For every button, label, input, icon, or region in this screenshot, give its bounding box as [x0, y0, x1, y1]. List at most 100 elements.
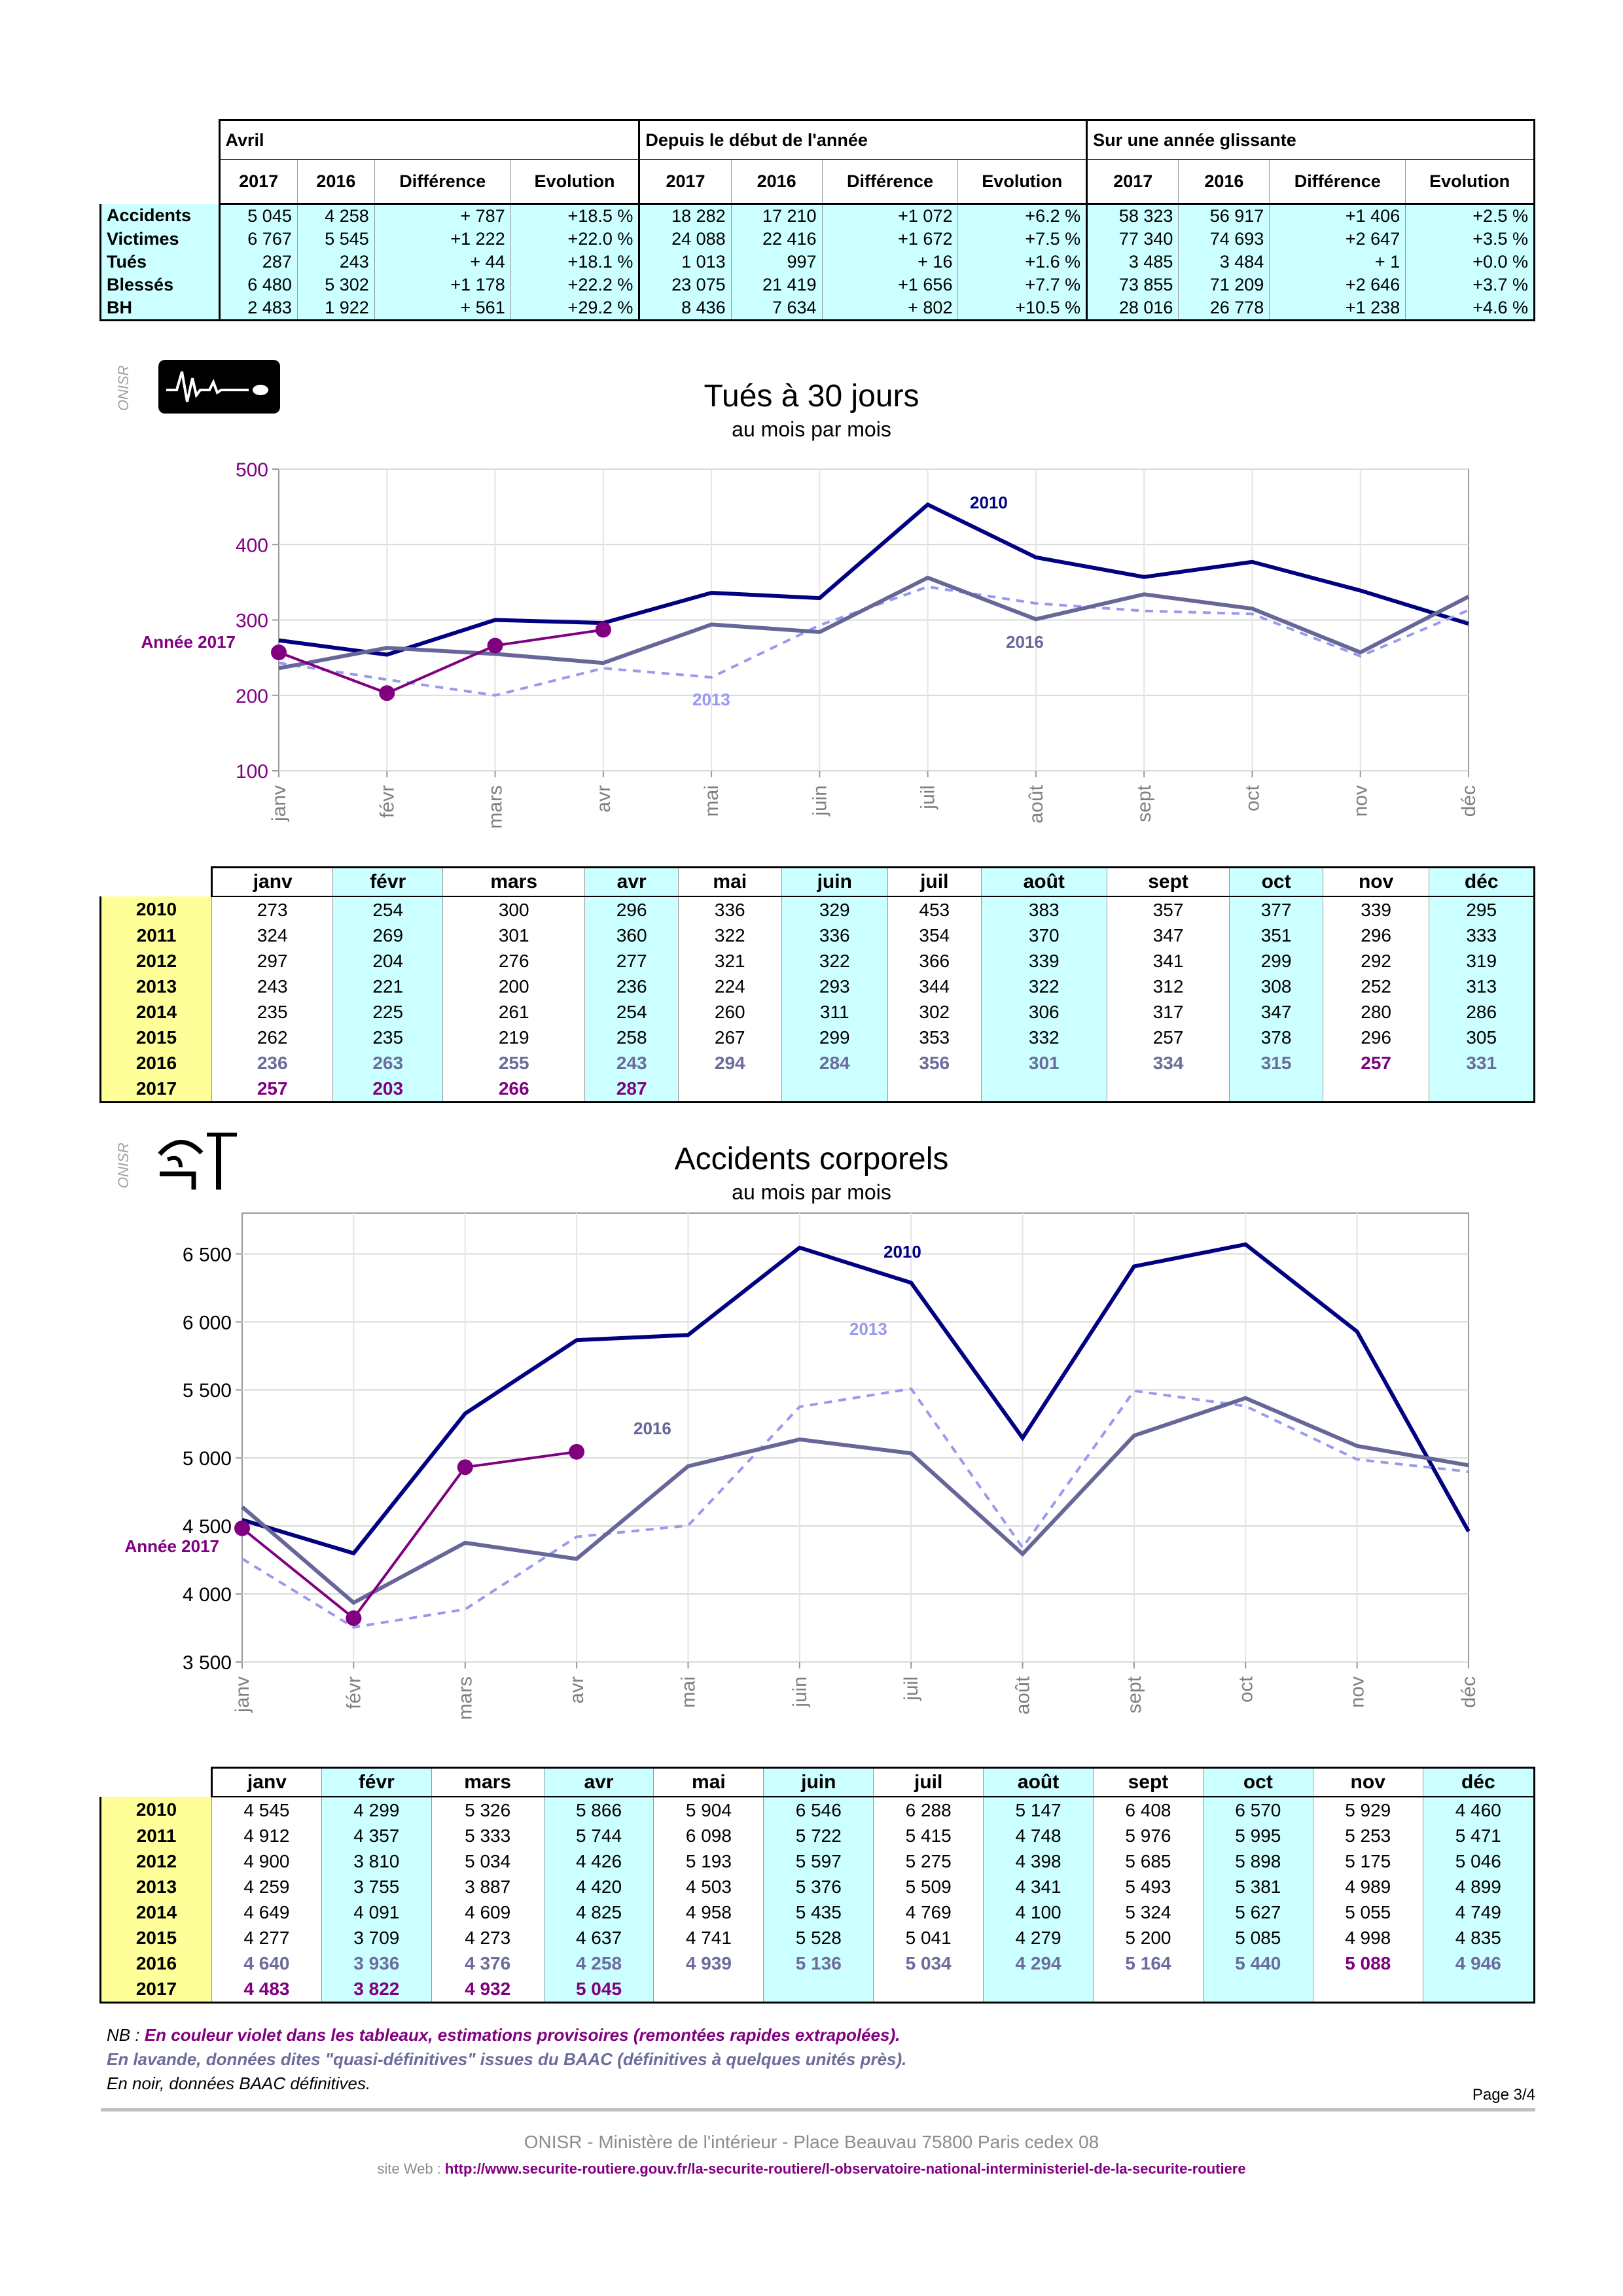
table-cell: 5 041	[873, 1925, 984, 1951]
table-cell: 296	[1322, 1025, 1429, 1050]
table-cell: 5 193	[653, 1848, 764, 1874]
table-cell: 4 912	[211, 1823, 322, 1848]
year-label: 2010	[99, 896, 212, 923]
column-header: 2016	[296, 159, 375, 205]
month-header: sept	[1106, 866, 1230, 897]
footer-address: ONISR - Ministère de l'intérieur - Place…	[524, 2132, 1099, 2152]
table-cell	[763, 1976, 874, 2004]
year-label: 2015	[99, 1025, 212, 1050]
table-cell	[887, 1076, 982, 1103]
table-row: 2011 324 269 301 360 322 336 354 370 347 351 296 333	[99, 923, 1535, 948]
table-row: 2011 4 912 4 357 5 333 5 744 6 098 5 722 5 415 4…	[99, 1823, 1536, 1848]
x-tick-label: nov	[1350, 785, 1372, 817]
row-label: Blessés	[99, 274, 219, 296]
site-prefix: site Web :	[377, 2161, 441, 2177]
y-tick-label: 5 000	[183, 1448, 232, 1470]
summary-cell: 74 693	[1178, 228, 1270, 251]
column-header: 2016	[1178, 159, 1270, 205]
table-cell: 336	[781, 923, 888, 948]
page-number: Page 3/4	[1472, 2086, 1535, 2104]
table-cell: 280	[1322, 999, 1429, 1025]
table-cell: 296	[1322, 923, 1429, 948]
site-link[interactable]: http://www.securite-routiere.gouv.fr/la-…	[444, 2161, 1246, 2177]
table-cell: 243	[584, 1050, 679, 1076]
table-cell: 5 415	[873, 1823, 984, 1848]
table-cell: 5 324	[1093, 1899, 1204, 1925]
summary-cell: 7 634	[730, 296, 823, 321]
month-header: juil	[887, 866, 982, 897]
table-cell: 4 958	[653, 1899, 764, 1925]
summary-cell: +2.5 %	[1405, 203, 1535, 228]
summary-cell: +1 238	[1269, 296, 1406, 321]
group-header: Depuis le début de l'année	[638, 119, 1087, 160]
table-row: 2016 4 640 3 936 4 376 4 258 4 939 5 136 5 034 4…	[99, 1951, 1536, 1976]
series-line-2010	[278, 502, 1469, 657]
accidents-line-chart: 3 500 4 000 4 500 5 000 5 500 6 000 6 500 janv f…	[124, 1212, 1480, 1720]
summary-cell: +22.2 %	[510, 274, 639, 296]
table-cell: 4 998	[1312, 1925, 1423, 1951]
table-cell: 254	[332, 896, 443, 923]
table-cell: 4 989	[1312, 1874, 1423, 1899]
table-cell: 4 748	[983, 1823, 1094, 1848]
table-cell: 301	[980, 1050, 1107, 1076]
y-tick-label: 3 500	[183, 1652, 232, 1674]
table-cell: 257	[1106, 1025, 1230, 1050]
summary-cell: + 1	[1269, 251, 1406, 274]
y-tick-label: 6 000	[183, 1312, 232, 1333]
x-tick-label: août	[1026, 785, 1047, 823]
table-cell: 5 440	[1202, 1951, 1313, 1976]
summary-cell: + 787	[374, 203, 511, 228]
table-cell: 5 046	[1422, 1848, 1536, 1874]
series-label: Année 2017	[141, 632, 236, 652]
x-tick-label: janv	[268, 785, 290, 822]
table-cell: 3 936	[321, 1951, 432, 1976]
summary-row: Victimes 6 767 5 545 +1 222 +22.0 % 24 088 22 …	[99, 228, 1535, 251]
month-header: août	[983, 1767, 1094, 1797]
table-cell: 255	[442, 1050, 585, 1076]
summary-cell: 5 045	[218, 203, 298, 228]
table-cell: 224	[678, 974, 782, 999]
summary-row: Blessés 6 480 5 302 +1 178 +22.2 % 23 075 21 4…	[99, 274, 1535, 296]
table-cell: 4 299	[321, 1797, 432, 1823]
summary-row: Tués 287 243 + 44 +18.1 % 1 013 997 + 16 +1.6 % 3…	[99, 251, 1535, 274]
y-tick-label: 300	[236, 610, 268, 632]
table-cell: 5 976	[1093, 1823, 1204, 1848]
table-cell: 329	[781, 896, 888, 923]
table-cell: 357	[1106, 896, 1230, 923]
table-cell: 5 381	[1202, 1874, 1313, 1899]
summary-row: BH 2 483 1 922 + 561 +29.2 % 8 436 7 634 + 802 +…	[99, 296, 1535, 321]
table-cell: 4 460	[1422, 1797, 1536, 1823]
table-cell: 292	[1322, 948, 1429, 974]
column-header: 2016	[730, 159, 823, 205]
heartbeat-logo-icon	[158, 360, 280, 414]
year-label: 2016	[99, 1951, 212, 1976]
table-cell	[1202, 1976, 1313, 2004]
x-tick-label: juin	[789, 1676, 811, 1708]
table-cell: 356	[887, 1050, 982, 1076]
table-cell: 334	[1106, 1050, 1230, 1076]
table-cell: 5 333	[431, 1823, 544, 1848]
series-line-2013	[241, 1387, 1469, 1629]
y-tick-label: 5 500	[183, 1380, 232, 1402]
table-cell: 5 995	[1202, 1823, 1313, 1848]
table-cell	[983, 1976, 1094, 2004]
table-cell: 5 164	[1093, 1951, 1204, 1976]
summary-cell: +1.6 %	[957, 251, 1087, 274]
table-cell: 3 810	[321, 1848, 432, 1874]
y-tick-label: 4 000	[183, 1584, 232, 1606]
summary-cell: 8 436	[638, 296, 732, 321]
table-cell	[980, 1076, 1107, 1103]
table-cell: 263	[332, 1050, 443, 1076]
table-cell: 200	[442, 974, 585, 999]
table-cell: 339	[1322, 896, 1429, 923]
x-tick-label: juil	[901, 1676, 922, 1701]
table-cell	[653, 1976, 764, 2004]
column-header: 2017	[638, 159, 732, 205]
series-line-2017	[278, 628, 604, 695]
data-point-2017	[487, 637, 503, 654]
x-tick-label: déc	[1458, 785, 1480, 817]
table-cell: 6 570	[1202, 1797, 1313, 1823]
data-point-2017	[271, 645, 287, 661]
note-quasi-definitive: En lavande, données dites "quasi-définit…	[107, 2049, 907, 2069]
table-cell: 4 741	[653, 1925, 764, 1951]
